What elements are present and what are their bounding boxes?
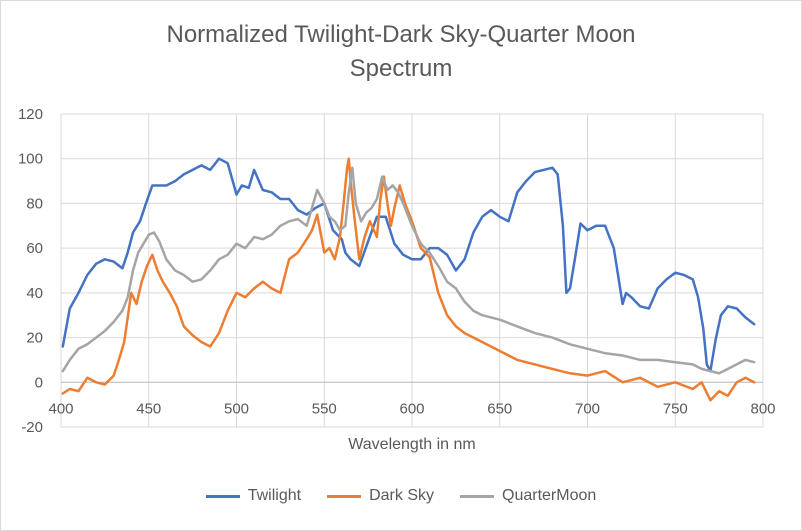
x-tick-label: 750 — [663, 400, 688, 417]
series-line-quartermoon — [61, 166, 756, 375]
legend-label: Twilight — [247, 487, 302, 504]
x-tick-label: 400 — [48, 400, 73, 417]
x-tick-label: 600 — [399, 400, 424, 417]
y-tick-label: 0 — [35, 374, 43, 391]
chart-title-line1: Normalized Twilight-Dark Sky-Quarter Moo… — [166, 21, 636, 48]
legend-item-twilight: Twilight — [205, 487, 302, 505]
series-lines — [61, 157, 756, 402]
legend-swatch — [460, 494, 494, 498]
legend-swatch — [327, 494, 362, 498]
y-tick-label: 20 — [26, 330, 43, 347]
legend-swatch — [205, 494, 240, 498]
y-tick-label: 80 — [26, 195, 43, 212]
legend-label: QuarterMoon — [502, 487, 597, 504]
y-tick-label: 120 — [18, 106, 43, 123]
y-tick-label: 60 — [26, 240, 43, 257]
y-tick-label: -20 — [21, 419, 43, 436]
chart-title: Normalized Twilight-Dark Sky-Quarter Moo… — [0, 18, 802, 86]
legend-item-quartermoon: QuarterMoon — [460, 487, 596, 505]
y-tick-label: 100 — [18, 151, 43, 168]
y-tick-label: 40 — [26, 285, 43, 302]
x-tick-label: 550 — [312, 400, 337, 417]
x-axis-label: Wavelength in nm — [348, 436, 475, 453]
x-tick-label: 650 — [487, 400, 512, 417]
gridlines — [60, 113, 764, 428]
chart-title-line2: Spectrum — [349, 55, 453, 82]
legend-label: Dark Sky — [369, 487, 434, 504]
x-tick-label: 450 — [136, 400, 161, 417]
x-tick-label: 800 — [750, 400, 775, 417]
series-line-twilight — [61, 157, 756, 373]
series-line-dark-sky — [61, 157, 756, 402]
x-tick-label: 500 — [224, 400, 249, 417]
tick-labels: 400 450 500 550 600 650 700 750 800 -20 0 20 40 60 80 1… — [18, 106, 776, 436]
chart-legend: Twilight Dark Sky QuarterMoon — [0, 487, 802, 505]
legend-item-dark-sky: Dark Sky — [327, 487, 434, 505]
x-tick-label: 700 — [575, 400, 600, 417]
